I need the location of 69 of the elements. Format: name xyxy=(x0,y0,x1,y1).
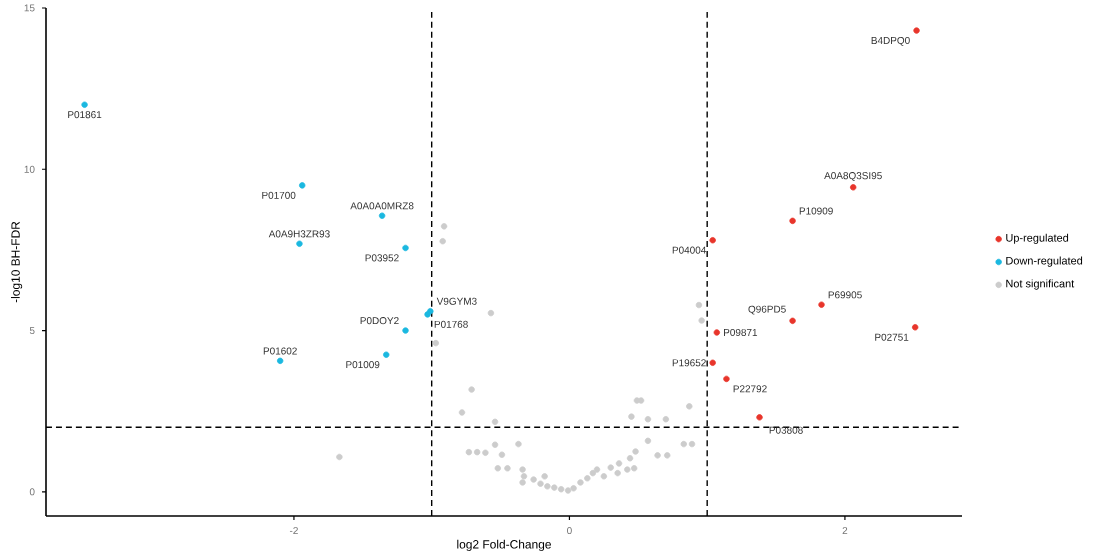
point xyxy=(402,327,409,334)
point xyxy=(570,485,577,492)
point xyxy=(544,483,551,490)
point xyxy=(607,464,614,471)
point xyxy=(519,479,526,486)
point xyxy=(519,466,526,473)
point xyxy=(504,465,511,472)
point xyxy=(487,309,495,317)
point xyxy=(654,452,661,459)
point xyxy=(593,466,601,473)
point xyxy=(491,441,499,448)
point xyxy=(440,223,448,230)
point xyxy=(723,375,730,383)
point xyxy=(458,409,466,416)
point xyxy=(680,440,687,448)
point xyxy=(557,486,565,493)
point xyxy=(632,448,639,455)
point xyxy=(698,317,705,324)
point xyxy=(818,301,825,308)
point xyxy=(624,466,631,473)
point xyxy=(713,329,721,336)
point xyxy=(541,473,548,480)
point xyxy=(850,184,857,191)
point xyxy=(589,469,597,477)
point xyxy=(626,455,634,462)
point xyxy=(465,448,473,456)
point xyxy=(468,386,475,393)
point xyxy=(402,244,409,252)
point xyxy=(662,416,670,423)
point xyxy=(686,403,693,410)
point xyxy=(756,414,763,421)
point xyxy=(564,487,572,494)
point xyxy=(296,240,303,247)
point xyxy=(551,484,558,491)
point xyxy=(299,182,306,189)
point xyxy=(498,451,506,458)
point xyxy=(494,465,501,472)
point xyxy=(520,473,528,480)
point xyxy=(336,453,343,461)
point xyxy=(491,418,499,426)
point xyxy=(615,460,623,467)
point xyxy=(628,413,635,420)
point xyxy=(911,324,919,331)
point xyxy=(644,416,652,423)
point xyxy=(530,476,537,483)
point xyxy=(439,238,446,245)
point xyxy=(709,237,716,244)
point xyxy=(600,473,608,480)
point xyxy=(515,440,522,448)
point xyxy=(383,351,390,358)
point xyxy=(432,339,440,347)
point xyxy=(709,359,716,366)
point xyxy=(482,449,489,456)
point xyxy=(577,479,584,486)
point xyxy=(630,465,638,472)
point xyxy=(276,357,284,365)
point xyxy=(378,212,386,219)
point xyxy=(537,480,544,487)
point xyxy=(913,27,920,34)
point xyxy=(695,301,703,309)
point xyxy=(789,317,796,325)
point xyxy=(584,475,591,482)
point xyxy=(473,448,481,456)
point xyxy=(644,437,652,445)
point xyxy=(81,101,88,108)
point xyxy=(664,452,671,459)
point xyxy=(688,440,696,448)
point xyxy=(789,217,796,225)
point xyxy=(614,469,621,477)
